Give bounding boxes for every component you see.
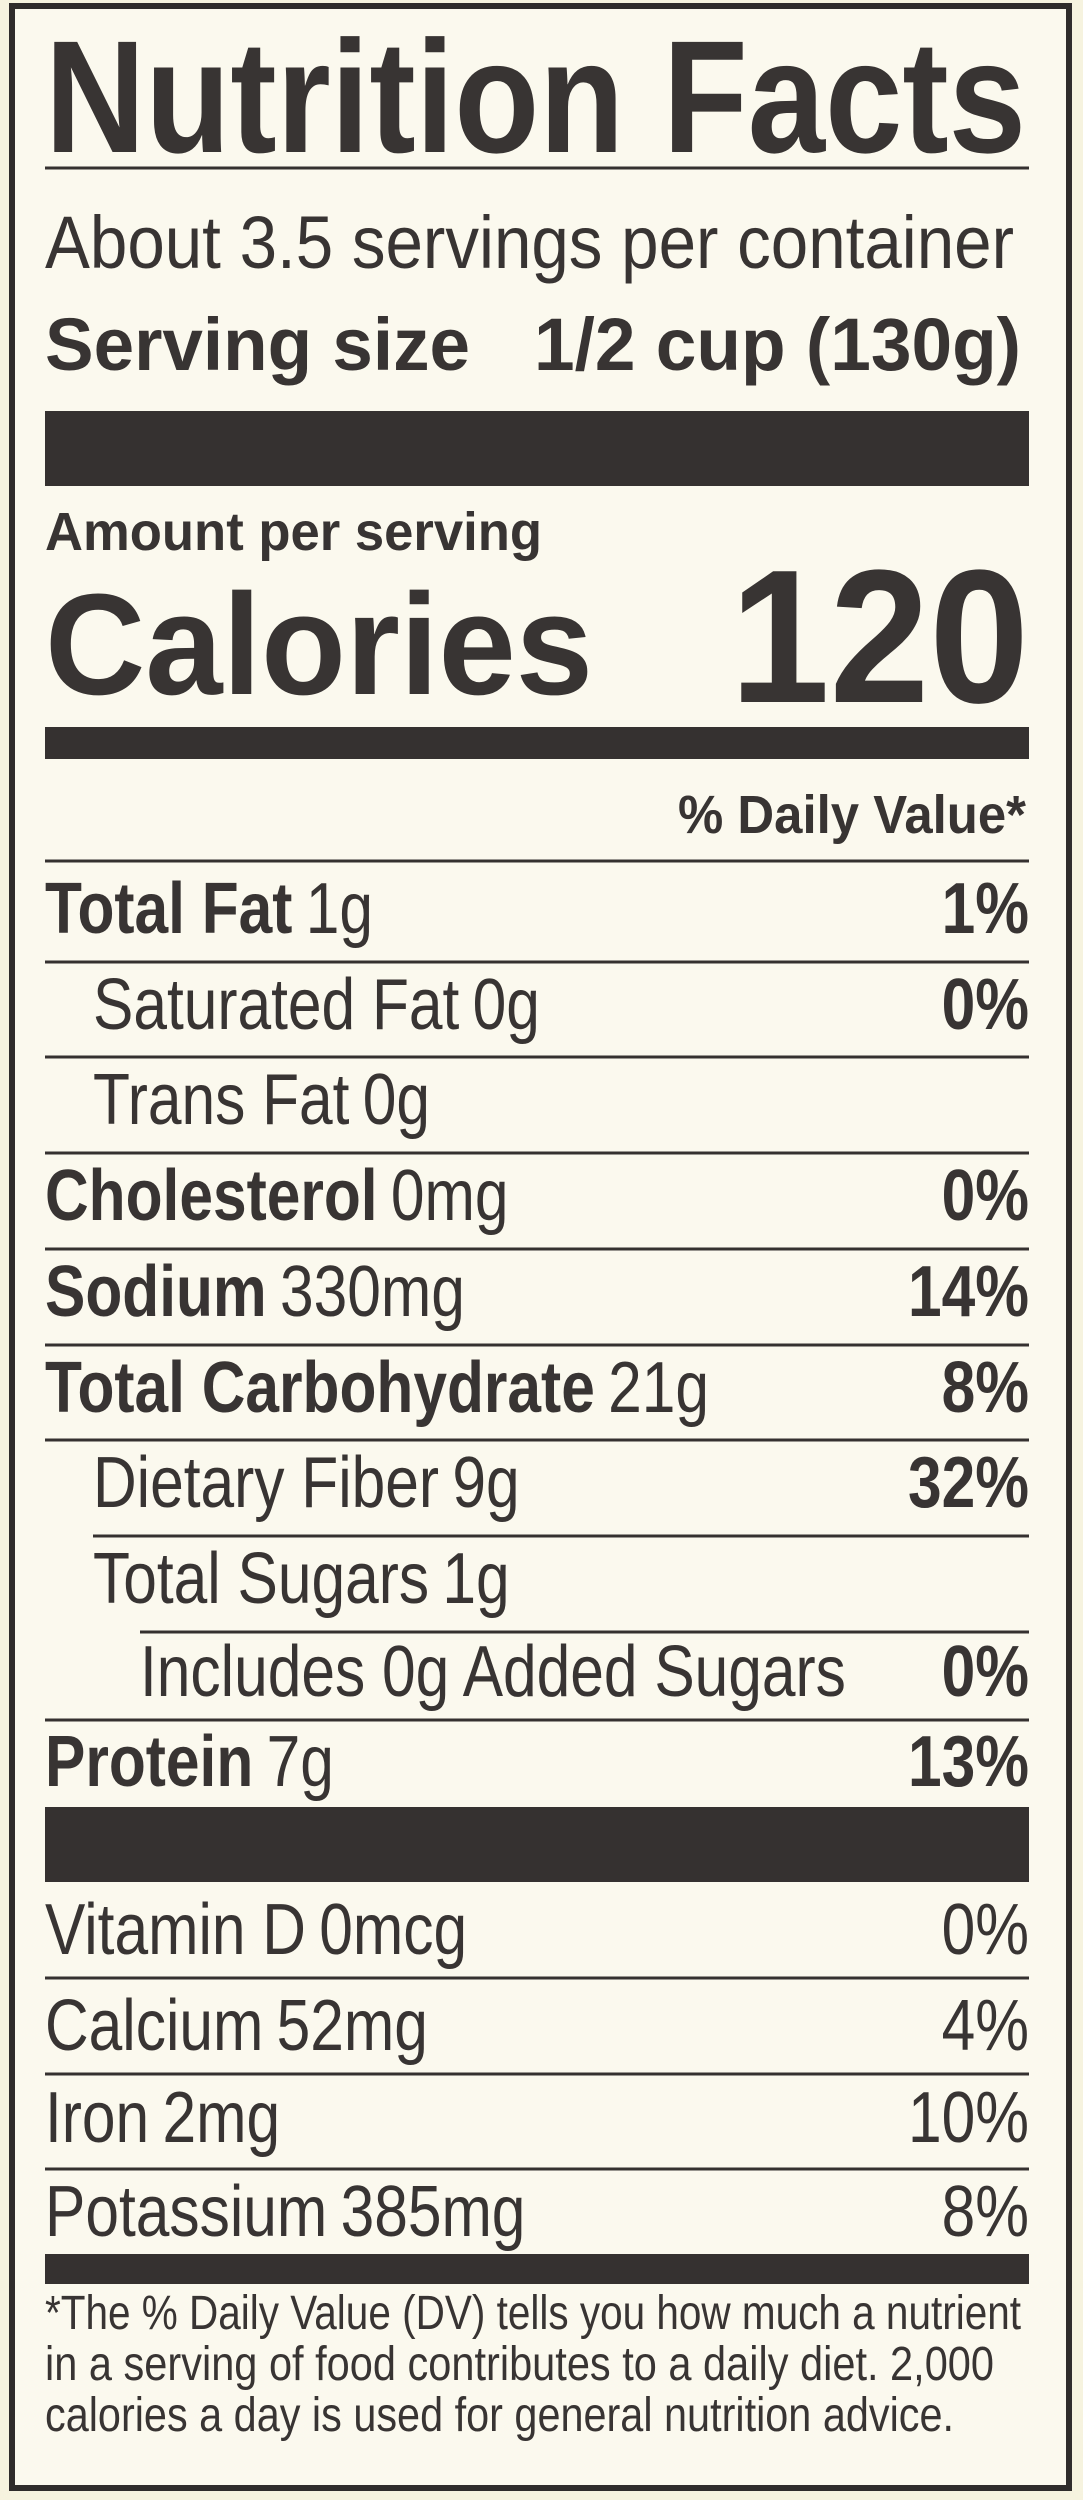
daily-value: 13% — [908, 1722, 1029, 1802]
thick-bar — [45, 411, 1029, 486]
nutrient-dv: 0% — [942, 1632, 1029, 1712]
nutrient-dv: 32% — [908, 1443, 1029, 1523]
vitamin-dv: 10% — [908, 2078, 1029, 2158]
nutrient-dv: 0% — [942, 965, 1029, 1045]
nutrient-row: Cholesterol 0mg — [45, 1156, 509, 1236]
nutrient-name: Sodium — [45, 1252, 267, 1332]
vitamin-amount: 0mcg — [319, 1890, 467, 1970]
nutrient-row: Dietary Fiber 9g — [93, 1443, 520, 1523]
nutrient-amount: 0mg — [391, 1156, 509, 1236]
nutrient-name: Includes 0g Added Sugars — [140, 1632, 846, 1712]
vitamin-name: Potassium — [45, 2172, 327, 2252]
thick-bar — [45, 1807, 1029, 1882]
nutrient-row: Includes 0g Added Sugars — [140, 1632, 846, 1712]
nutrient-dv: 1% — [942, 869, 1029, 949]
nutrient-row: Total Fat 1g — [45, 869, 373, 949]
servings: About 3.5 servings per container — [45, 201, 1014, 284]
vitamin-amount: 385mg — [341, 2172, 526, 2252]
daily-value: 32% — [908, 1443, 1029, 1523]
calories-label: Calories — [45, 564, 593, 725]
daily-value: 8% — [942, 2172, 1029, 2252]
nutrient-dv: 0% — [942, 1156, 1029, 1236]
nutrient-row: Total Carbohydrate 21g — [45, 1348, 709, 1428]
nutrient-amount: 21g — [608, 1348, 709, 1428]
nutrient-dv: 13% — [908, 1722, 1029, 1802]
nutrient-dv: 14% — [908, 1252, 1029, 1332]
vitamin-row: Vitamin D 0mcg — [45, 1890, 467, 1970]
nutrient-name: Cholesterol — [45, 1156, 378, 1236]
nutrient-name: Saturated Fat — [93, 965, 459, 1045]
medium-bar — [45, 727, 1029, 759]
dv-header: % Daily Value* — [678, 785, 1026, 845]
vitamin-amount: 2mg — [162, 2078, 280, 2158]
vitamin-row: Iron 2mg — [45, 2078, 280, 2158]
vitamin-name: Iron — [45, 2078, 149, 2158]
nutrient-name: Trans Fat — [93, 1060, 349, 1140]
daily-value: 10% — [908, 2078, 1029, 2158]
nutrient-name: Protein — [45, 1722, 253, 1802]
nutrient-amount: 0g — [363, 1060, 430, 1140]
nutrient-row: Total Sugars 1g — [93, 1539, 510, 1619]
nutrient-amount: 330mg — [280, 1252, 465, 1332]
vitamin-amount: 52mg — [277, 1986, 428, 2066]
vitamin-name: Vitamin D — [45, 1890, 306, 1970]
daily-value: 0% — [942, 965, 1029, 1045]
nutrient-name: Total Carbohydrate — [45, 1348, 595, 1428]
vitamin-row: Potassium 385mg — [45, 2172, 525, 2252]
title: Nutrition Facts — [45, 7, 1026, 186]
nutrient-dv: 8% — [942, 1348, 1029, 1428]
daily-value: 8% — [942, 1348, 1029, 1428]
vitamin-row: Calcium 52mg — [45, 1986, 428, 2066]
nutrient-amount: 1g — [442, 1539, 509, 1619]
vitamin-dv: 8% — [942, 2172, 1029, 2252]
vitamin-name: Calcium — [45, 1986, 263, 2066]
medium-bar — [45, 2254, 1029, 2284]
nutrient-row: Trans Fat 0g — [93, 1060, 430, 1140]
nutrient-amount: 7g — [267, 1722, 334, 1802]
calories-value: 120 — [730, 531, 1029, 743]
daily-value: 1% — [942, 869, 1029, 949]
footnote-line: *The % Daily Value (DV) tells you how mu… — [45, 2287, 1021, 2340]
nutrient-row: Sodium 330mg — [45, 1252, 465, 1332]
serving-size-label: Serving size — [45, 303, 470, 386]
serving-size-value: 1/2 cup (130g) — [534, 303, 1021, 386]
vitamin-dv: 0% — [942, 1890, 1029, 1970]
daily-value: 4% — [942, 1986, 1029, 2066]
amount-per-serving: Amount per serving — [45, 502, 542, 562]
nutrient-row: Protein 7g — [45, 1722, 334, 1802]
footnote-line: calories a day is used for general nutri… — [45, 2389, 954, 2442]
daily-value: 0% — [942, 1632, 1029, 1712]
nutrient-name: Dietary Fiber — [93, 1443, 439, 1523]
daily-value: 0% — [942, 1156, 1029, 1236]
nutrient-amount: 1g — [306, 869, 373, 949]
daily-value: 0% — [942, 1890, 1029, 1970]
nutrient-amount: 0g — [473, 965, 540, 1045]
nutrient-name: Total Fat — [45, 869, 292, 949]
nutrient-name: Total Sugars — [93, 1539, 429, 1619]
footnote-line: in a serving of food contributes to a da… — [45, 2338, 994, 2391]
daily-value: 14% — [908, 1252, 1029, 1332]
vitamin-dv: 4% — [942, 1986, 1029, 2066]
nutrient-amount: 9g — [452, 1443, 519, 1523]
nutrient-row: Saturated Fat 0g — [93, 965, 540, 1045]
